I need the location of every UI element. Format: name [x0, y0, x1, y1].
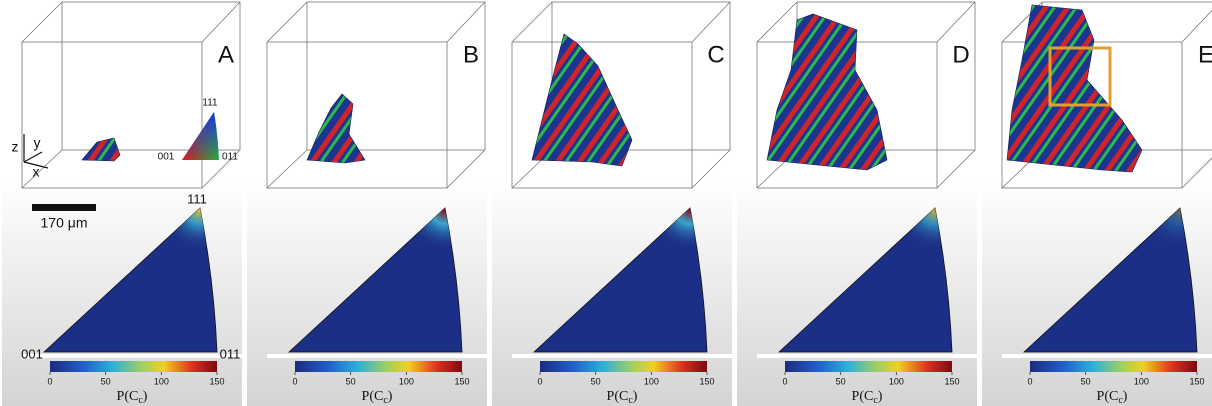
- white-band: [757, 354, 977, 358]
- colorbar-tick-label: 50: [591, 376, 601, 386]
- box-front: [22, 42, 202, 188]
- panel: C 0 50 100 150 P(Cc): [492, 2, 732, 406]
- panel-label: E: [1198, 41, 1212, 68]
- panel-label: B: [463, 41, 479, 68]
- box-edge: [692, 2, 730, 42]
- colorbar-tick-label: 100: [399, 376, 414, 386]
- box-edge: [512, 2, 552, 42]
- panel-label: A: [218, 41, 234, 68]
- colorbar-tick-label: 150: [699, 376, 714, 386]
- grain-shape: [307, 94, 365, 163]
- figure: A050100150P(Cc)111001011zyx170 μm1110010…: [0, 0, 1212, 406]
- bounding-box: [267, 2, 485, 188]
- box-edge: [447, 2, 485, 42]
- panel-label: C: [707, 41, 724, 68]
- box-edge: [1182, 2, 1212, 42]
- pole-label: 001: [21, 346, 43, 361]
- grain-shape: [767, 14, 887, 170]
- grain-shape: [1007, 5, 1142, 172]
- ipf-key-blue: [182, 112, 219, 160]
- colorbar-label: P(Cc): [1097, 389, 1128, 406]
- colorbar-tick-label: 100: [154, 376, 169, 386]
- white-band: [267, 354, 487, 358]
- colorbar: [1030, 361, 1197, 372]
- white-band: [512, 354, 732, 358]
- colorbar-tick-label: 0: [782, 376, 787, 386]
- panel-label: D: [952, 41, 969, 68]
- axis-y: [24, 152, 42, 162]
- colorbar: [50, 361, 217, 372]
- pole-label: 011: [220, 346, 241, 361]
- colorbar: [540, 361, 707, 372]
- ipf-label: 111: [202, 98, 218, 109]
- colorbar-tick-label: 150: [944, 376, 959, 386]
- axis-label: x: [33, 164, 40, 180]
- panel: D 0 50 100 150 P(Cc): [737, 2, 977, 406]
- label-end: ): [1123, 389, 1128, 404]
- label-main: P(C: [117, 389, 139, 404]
- pole-label: 111: [187, 191, 207, 206]
- box-edge: [757, 2, 797, 42]
- colorbar-label: P(Cc): [607, 389, 638, 406]
- grain-shape: [82, 138, 120, 161]
- label-end: ): [388, 389, 393, 404]
- label-main: P(C: [607, 389, 629, 404]
- label-end: ): [143, 389, 148, 404]
- white-band: [1002, 354, 1212, 358]
- axis-label: z: [12, 139, 19, 155]
- colorbar-label: P(Cc): [117, 389, 148, 406]
- colorbar-tick-label: 0: [537, 376, 542, 386]
- label-main: P(C: [1097, 389, 1119, 404]
- colorbar: [785, 361, 952, 372]
- colorbar: [295, 361, 462, 372]
- label-end: ): [633, 389, 638, 404]
- label-main: P(C: [362, 389, 384, 404]
- box-front: [267, 42, 447, 188]
- grain-shape: [532, 34, 632, 166]
- colorbar-tick-label: 100: [644, 376, 659, 386]
- colorbar-tick-label: 0: [1027, 376, 1032, 386]
- colorbar-label: P(Cc): [852, 389, 883, 406]
- label-end: ): [878, 389, 883, 404]
- colorbar-label: P(Cc): [362, 389, 393, 406]
- colorbar-tick-label: 0: [292, 376, 297, 386]
- scale-bar: [32, 204, 96, 211]
- ipf-label: 011: [222, 152, 238, 163]
- bounding-box: [22, 2, 240, 188]
- white-band: [22, 354, 242, 358]
- colorbar-tick-label: 50: [836, 376, 846, 386]
- panel: B 0 50 100 150 P(Cc): [247, 2, 487, 406]
- panel: E 0 50 100 150 P(Cc): [982, 2, 1212, 406]
- scale-bar-label: 170 μm: [41, 215, 88, 231]
- box-edge: [267, 2, 307, 42]
- colorbar-tick-label: 150: [209, 376, 224, 386]
- colorbar-tick-label: 100: [1134, 376, 1149, 386]
- label-main: P(C: [852, 389, 874, 404]
- colorbar-tick-label: 150: [1189, 376, 1204, 386]
- colorbar-tick-label: 150: [454, 376, 469, 386]
- colorbar-tick-label: 50: [1081, 376, 1091, 386]
- colorbar-tick-label: 50: [101, 376, 111, 386]
- box-edge: [937, 2, 975, 42]
- ipf-label: 001: [158, 152, 175, 163]
- box-edge: [202, 2, 240, 42]
- box-edge: [22, 2, 62, 42]
- colorbar-tick-label: 100: [889, 376, 904, 386]
- colorbar-tick-label: 0: [47, 376, 52, 386]
- axis-label: y: [34, 135, 41, 151]
- colorbar-tick-label: 50: [346, 376, 356, 386]
